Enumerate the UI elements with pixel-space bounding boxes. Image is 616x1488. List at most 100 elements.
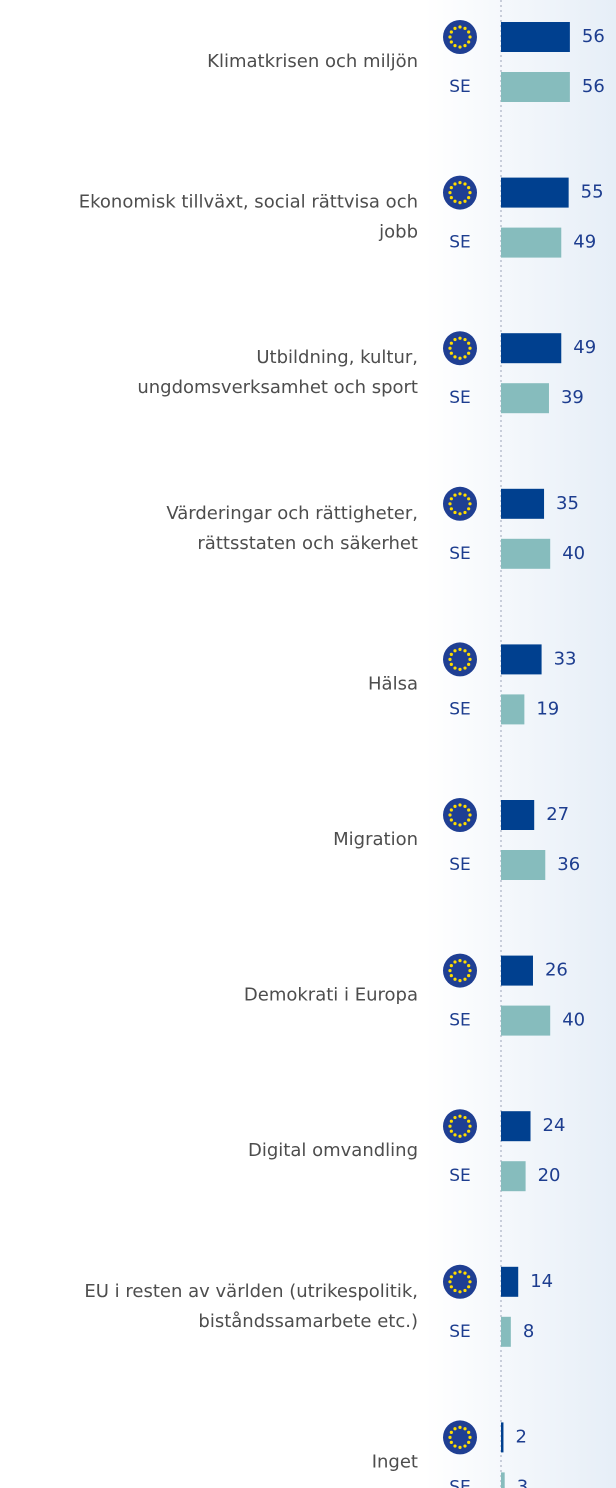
- bar: [501, 800, 535, 830]
- value-label: 8: [523, 1321, 534, 1342]
- flag-star: [449, 497, 453, 501]
- flag-star: [449, 1119, 453, 1123]
- value-label: 33: [554, 648, 577, 669]
- flag-star: [463, 1444, 467, 1448]
- bar: [501, 227, 562, 258]
- flag-star: [448, 1124, 452, 1128]
- flag-star: [453, 337, 457, 342]
- flag-star: [463, 182, 467, 186]
- flag-star: [467, 1285, 471, 1289]
- flag-star: [467, 1440, 471, 1444]
- flag-star: [463, 199, 467, 203]
- flag-star: [467, 507, 471, 511]
- flag-star: [453, 649, 457, 653]
- bar: [501, 644, 542, 675]
- bar: [501, 694, 525, 725]
- flag-star: [468, 35, 472, 39]
- flag-star: [463, 666, 467, 670]
- flag-star: [463, 355, 467, 359]
- bar: [501, 850, 546, 880]
- flag-star: [458, 25, 462, 29]
- bar: [501, 1266, 519, 1297]
- flag-star: [458, 823, 462, 827]
- flag-star: [448, 1435, 452, 1439]
- flag-star: [463, 649, 467, 653]
- bar: [501, 383, 549, 414]
- flag-star: [449, 964, 453, 968]
- bar: [501, 1111, 531, 1142]
- flag-star: [449, 974, 453, 978]
- flag-star: [468, 1124, 472, 1128]
- value-label: 49: [573, 232, 596, 253]
- flag-star: [463, 1427, 467, 1431]
- flag-star: [449, 1285, 453, 1289]
- series-label: SE: [449, 1322, 471, 1342]
- category-label: Migration: [333, 829, 418, 850]
- flag-star: [453, 977, 457, 981]
- bar: [501, 1161, 526, 1192]
- bar: [501, 1005, 551, 1036]
- category-label: Klimatkrisen och miljön: [207, 51, 418, 72]
- flag-star: [453, 1271, 457, 1275]
- flag-circle: [443, 642, 477, 677]
- flag-star: [467, 808, 471, 812]
- flag-star: [453, 182, 457, 186]
- eu-flag: [443, 1109, 477, 1144]
- flag-circle: [443, 175, 477, 210]
- flag-star: [453, 1288, 457, 1293]
- category-label: Inget: [372, 1451, 418, 1472]
- value-label: 55: [581, 182, 604, 203]
- flag-star: [448, 35, 452, 39]
- bar: [501, 538, 551, 569]
- flag-circle: [443, 1420, 477, 1455]
- flag-star: [449, 662, 453, 667]
- flag-star: [458, 336, 462, 340]
- eu-flag: [443, 175, 477, 210]
- flag-star: [453, 355, 457, 359]
- flag-star: [467, 1275, 471, 1279]
- eu-flag: [443, 1264, 477, 1299]
- flag-star: [458, 647, 462, 652]
- flag-star: [458, 45, 462, 49]
- flag-star: [463, 1288, 467, 1293]
- flag-star: [463, 1115, 467, 1120]
- flag-star: [458, 667, 462, 672]
- flag-star: [467, 964, 471, 968]
- flag-star: [467, 662, 471, 667]
- eu-flag: [443, 642, 477, 677]
- eu-flag: [443, 20, 477, 54]
- value-label: 19: [536, 698, 559, 719]
- flag-star: [453, 493, 457, 497]
- flag-star: [453, 804, 457, 808]
- flag-star: [458, 512, 462, 516]
- flag-star: [458, 1445, 462, 1449]
- flag-star: [463, 1133, 467, 1137]
- eu-flag: [443, 1420, 477, 1455]
- flag-star: [453, 199, 457, 203]
- bar: [501, 22, 570, 52]
- series-label: SE: [449, 855, 471, 875]
- value-label: 26: [545, 960, 568, 981]
- flag-star: [448, 969, 452, 973]
- category-label: Utbildning, kultur, ungdomsverksamhet och…: [137, 347, 418, 398]
- flag-star: [468, 502, 472, 506]
- flag-circle: [443, 798, 477, 832]
- flag-star: [449, 196, 453, 200]
- flag-star: [467, 1430, 471, 1434]
- flag-star: [467, 1129, 471, 1133]
- series-label: SE: [449, 1477, 471, 1488]
- series-label: SE: [449, 544, 471, 564]
- flag-circle: [443, 1109, 477, 1144]
- flag-star: [449, 808, 453, 812]
- flag-star: [458, 1134, 462, 1138]
- category-label: Ekonomisk tillväxt, social rättvisa och j…: [79, 192, 418, 243]
- flag-star: [453, 960, 457, 964]
- flag-star: [467, 341, 471, 345]
- flag-star: [468, 191, 472, 195]
- flag-star: [448, 1280, 452, 1284]
- flag-star: [463, 26, 467, 30]
- series-label: SE: [449, 1166, 471, 1186]
- flag-star: [467, 497, 471, 501]
- bar: [501, 72, 570, 102]
- flag-star: [449, 186, 453, 190]
